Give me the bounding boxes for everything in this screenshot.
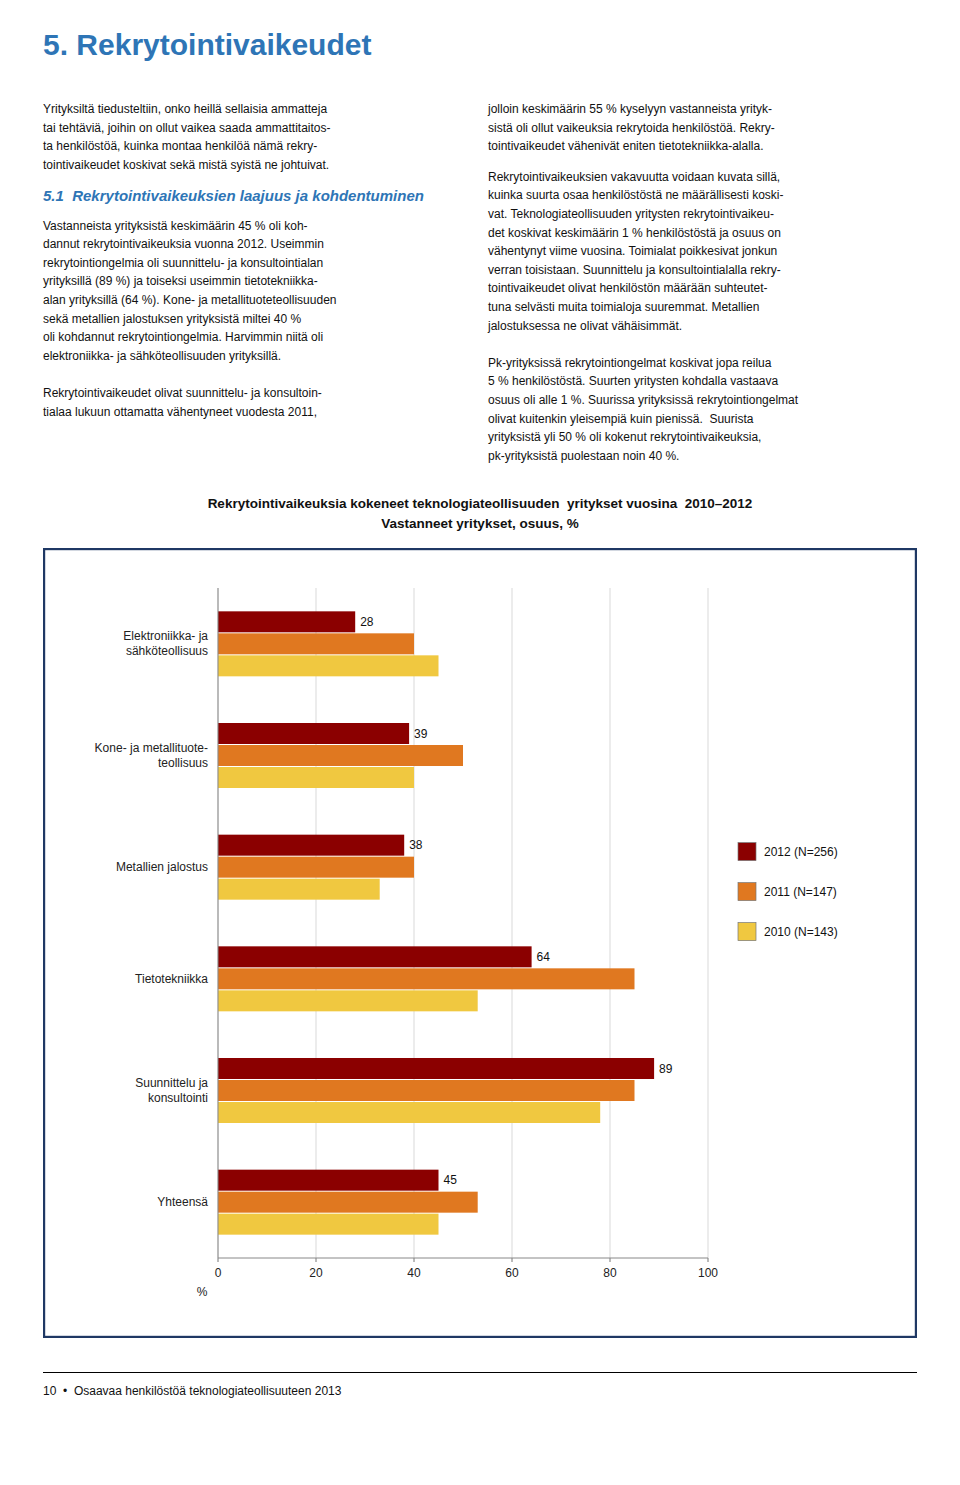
tick-mark (512, 1258, 513, 1262)
bar (218, 879, 380, 900)
section-title: 5.1 Rekrytointivaikeuksien laajuus ja ko… (43, 186, 468, 206)
category-label-line: Suunnittelu ja (135, 1076, 208, 1090)
tick-label: 100 (698, 1266, 718, 1280)
data-label: 89 (659, 1062, 673, 1076)
legend: 2012 (N=256) 2011 (N=147) 2010 (N=143) (738, 843, 838, 941)
chart-border (44, 549, 916, 1337)
legend-label: 2012 (N=256) (764, 845, 838, 859)
legend-swatch (738, 923, 756, 941)
category-label-line: Metallien jalostus (116, 860, 208, 874)
body-text: Rekrytointivaikeuksien vakavuutta voidaa… (488, 168, 918, 466)
category-label: Metallien jalostus (116, 860, 208, 874)
legend-swatch (738, 883, 756, 901)
category-label-line: Elektroniikka- ja (123, 629, 208, 643)
category-label-line: sähköteollisuus (126, 644, 208, 658)
legend-label: 2010 (N=143) (764, 925, 838, 939)
chart: 0 20 40 60 80 100% 28 39 38 64 89 45 Elektroniikka- … (43, 548, 917, 1338)
data-label: 64 (537, 950, 551, 964)
tick-label: 80 (603, 1266, 617, 1280)
heading: 5. Rekrytointivaikeudet (43, 28, 371, 62)
grid-line (414, 588, 415, 1258)
tick-mark (610, 1258, 611, 1262)
grid-line (218, 588, 219, 1258)
bar (218, 611, 355, 632)
tick-mark (708, 1258, 709, 1262)
tick-mark (316, 1258, 317, 1262)
category-label-line: Tietotekniikka (135, 972, 208, 986)
x-axis-line (218, 1258, 708, 1259)
bar (218, 857, 414, 878)
bar (218, 946, 532, 967)
page: 5. Rekrytointivaikeudet Yrityksiltä tiedu… (0, 0, 960, 1485)
axis-label: % (197, 1285, 208, 1299)
bar (218, 633, 414, 654)
category-label: Suunnittelu jakonsultointi (135, 1076, 208, 1105)
data-label: 39 (414, 727, 428, 741)
data-label: 28 (360, 615, 374, 629)
tick-label: 0 (215, 1266, 222, 1280)
category-label: Kone- ja metallituote-teollisuus (95, 741, 208, 770)
category-label: Tietotekniikka (135, 972, 208, 986)
tick-label: 60 (505, 1266, 519, 1280)
bar (218, 1214, 439, 1235)
tick-label: 20 (309, 1266, 323, 1280)
grid-line (610, 588, 611, 1258)
bar (218, 723, 409, 744)
footer-rule (43, 1372, 917, 1373)
data-label: 38 (409, 838, 423, 852)
bar (218, 1192, 478, 1213)
bar (218, 1058, 654, 1079)
grid (218, 588, 708, 1258)
category-label-line: teollisuus (158, 756, 208, 770)
bar (218, 835, 404, 856)
grid-line (708, 588, 709, 1258)
bar (218, 655, 439, 676)
bar (218, 968, 635, 989)
bars (218, 611, 654, 1234)
data-labels: 28 39 38 64 89 45 (360, 615, 673, 1187)
bar (218, 767, 414, 788)
category-label-line: Yhteensä (157, 1195, 208, 1209)
category-label: Yhteensä (157, 1195, 208, 1209)
grid-line (512, 588, 513, 1258)
bar (218, 990, 478, 1011)
category-label-line: Kone- ja metallituote- (95, 741, 208, 755)
bar (218, 1080, 635, 1101)
body-text: jolloin keskimäärin 55 % kyselyyn vastan… (488, 100, 918, 156)
bar (218, 1170, 439, 1191)
chart-title: Rekrytointivaikeuksia kokeneet teknologi… (43, 494, 917, 514)
body-text: Yrityksiltä tiedusteltiin, onko heillä s… (43, 100, 468, 174)
tick-mark (414, 1258, 415, 1262)
data-label: 45 (444, 1173, 458, 1187)
tick-label: 40 (407, 1266, 421, 1280)
legend-label: 2011 (N=147) (764, 885, 837, 899)
chart-title-block: Rekrytointivaikeuksia kokeneet teknologi… (43, 494, 917, 535)
y-axis-line (218, 588, 219, 1258)
left-column: Yrityksiltä tiedusteltiin, onko heillä s… (43, 100, 468, 433)
grid-line (316, 588, 317, 1258)
right-column: jolloin keskimäärin 55 % kyselyyn vastan… (488, 100, 918, 477)
chart-wrap: 0 20 40 60 80 100% 28 39 38 64 89 45 Elektroniikka- … (43, 548, 917, 1338)
footer-text: 10 • Osaavaa henkilöstöä teknologiateoll… (43, 1384, 341, 1398)
category-label: Elektroniikka- jasähköteollisuus (123, 629, 208, 658)
tick-mark (218, 1258, 219, 1262)
category-label-line: konsultointi (148, 1091, 208, 1105)
body-text: Vastanneista yrityksistä keskimäärin 45 … (43, 217, 468, 422)
legend-swatch (738, 843, 756, 861)
bar (218, 745, 463, 766)
chart-subtitle: Vastanneet yritykset, osuus, % (43, 514, 917, 534)
bar (218, 1102, 600, 1123)
